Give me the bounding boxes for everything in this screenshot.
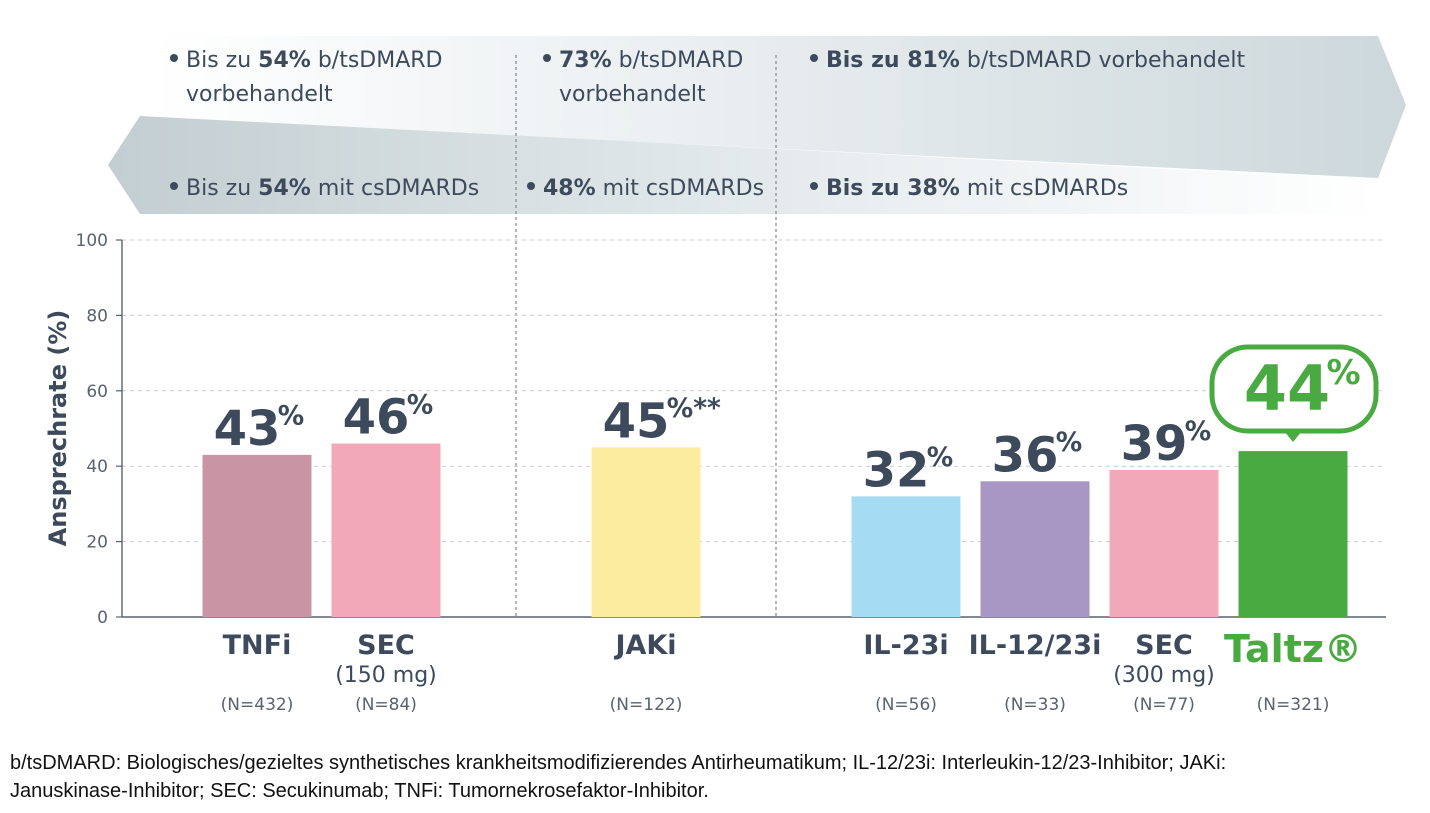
data-label: 44 bbox=[1244, 352, 1330, 425]
arrow-left-band bbox=[108, 116, 1378, 214]
footnote-line: b/tsDMARD: Biologisches/gezieltes synthe… bbox=[10, 752, 1227, 774]
callout-pointer bbox=[1284, 431, 1302, 442]
data-label: 45 bbox=[603, 393, 670, 449]
data-label-suffix: % bbox=[1185, 416, 1211, 447]
bar-chart: 0 20 40 60 80 100 Ansprechrate (%) 43% TNFi (N=4… bbox=[44, 36, 1406, 715]
category-sublabel: (300 mg) bbox=[1113, 663, 1215, 688]
bullet-icon bbox=[810, 182, 818, 190]
category-label: Taltz® bbox=[1224, 627, 1362, 671]
bullet-icon bbox=[170, 54, 178, 62]
y-axis-label: Ansprechrate (%) bbox=[44, 310, 72, 547]
bullet-icon bbox=[543, 54, 551, 62]
n-label: (N=84) bbox=[355, 695, 417, 715]
top-note-3: Bis zu 81% b/tsDMARD vorbehandelt bbox=[810, 44, 1245, 78]
bottom-note-3: Bis zu 38% mit csDMARDs bbox=[810, 172, 1128, 206]
category-label: IL-23i bbox=[863, 630, 948, 661]
bar bbox=[202, 454, 312, 617]
data-label: 36 bbox=[992, 427, 1059, 483]
n-label: (N=77) bbox=[1133, 695, 1195, 715]
n-label: (N=432) bbox=[221, 695, 294, 715]
bar bbox=[980, 481, 1090, 617]
category-label: IL-12/23i bbox=[969, 630, 1102, 661]
data-label: 32 bbox=[863, 442, 930, 498]
bullet-icon bbox=[170, 182, 178, 190]
category-label: TNFi bbox=[223, 630, 292, 661]
category-label: JAKi bbox=[613, 630, 676, 661]
top-note-2: 73% b/tsDMARD vorbehandelt bbox=[543, 44, 743, 112]
data-label: 46 bbox=[343, 390, 410, 446]
data-label: 43 bbox=[214, 401, 281, 457]
n-label: (N=56) bbox=[875, 695, 937, 715]
category-sublabel: (150 mg) bbox=[335, 663, 437, 688]
bullet-icon bbox=[527, 182, 535, 190]
data-label-suffix: % bbox=[1056, 427, 1082, 458]
bar bbox=[591, 447, 701, 617]
y-tick-label: 60 bbox=[86, 382, 108, 402]
arrow-right-band bbox=[152, 36, 1406, 178]
data-label-suffix: % bbox=[278, 401, 304, 432]
bar bbox=[331, 443, 441, 617]
y-tick-label: 80 bbox=[86, 306, 108, 326]
n-label: (N=321) bbox=[1257, 695, 1330, 715]
footnote: b/tsDMARD: Biologisches/gezieltes synthe… bbox=[10, 749, 1420, 805]
top-note-1: Bis zu 54% b/tsDMARD vorbehandelt bbox=[170, 44, 442, 112]
bottom-note-2: 48% mit csDMARDs bbox=[527, 172, 764, 206]
data-label-suffix: %** bbox=[667, 393, 721, 424]
n-label: (N=122) bbox=[610, 695, 683, 715]
y-tick-label: 20 bbox=[86, 533, 108, 553]
footnote-line: Januskinase-Inhibitor; SEC: Secukinumab;… bbox=[10, 780, 709, 802]
bar bbox=[1238, 451, 1348, 617]
data-label-suffix: % bbox=[927, 442, 953, 473]
category-label: SEC bbox=[357, 630, 415, 661]
data-label: 39 bbox=[1121, 416, 1188, 472]
bar bbox=[1109, 469, 1219, 617]
bullet-icon bbox=[810, 54, 818, 62]
n-label: (N=33) bbox=[1004, 695, 1066, 715]
bar bbox=[851, 496, 961, 617]
category-label: SEC bbox=[1135, 630, 1193, 661]
y-tick-label: 40 bbox=[86, 457, 108, 477]
data-label-suffix: % bbox=[407, 389, 433, 420]
bottom-note-1: Bis zu 54% mit csDMARDs bbox=[170, 172, 479, 206]
data-label-suffix: % bbox=[1326, 353, 1360, 393]
y-tick-label: 0 bbox=[97, 608, 108, 628]
y-tick-label: 100 bbox=[76, 231, 108, 251]
